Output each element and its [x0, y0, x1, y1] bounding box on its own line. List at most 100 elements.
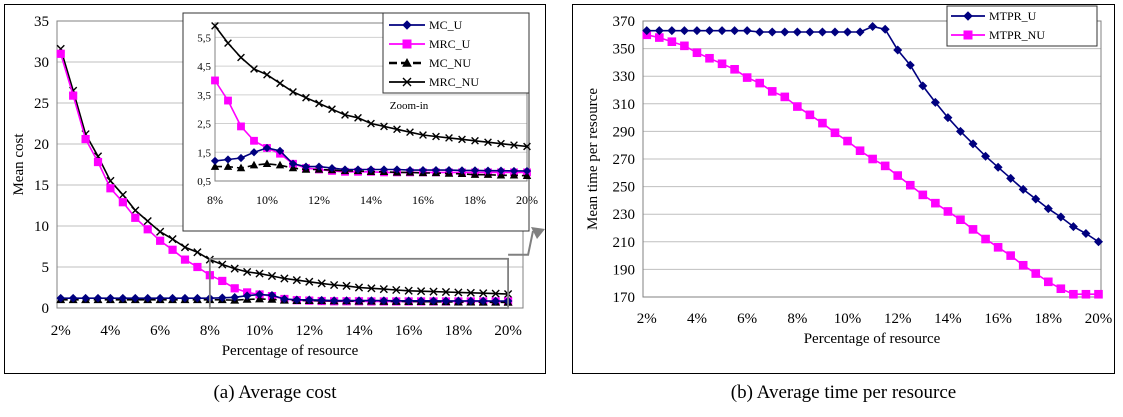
chart-b-mtpr_u-point: [817, 27, 827, 37]
chart-a-mc_u-point: [304, 295, 314, 305]
chart-a-mc_u-point: [379, 296, 389, 305]
caption-a: (a) Average cost: [213, 382, 337, 403]
inset-mc_u-point: [236, 153, 246, 163]
x-tick-label: 10%: [246, 323, 274, 339]
chart-b-mtpr_nu-point: [1069, 289, 1078, 299]
y-tick-label: 10: [34, 219, 49, 235]
inset-mc_nu-point: [522, 171, 532, 180]
chart-a-mrc_nu-point: [392, 285, 401, 295]
chart-b-mtpr_nu-point: [742, 73, 752, 82]
chart-b-mtpr_nu-point: [805, 110, 815, 120]
chart-a-mc_u-point: [280, 294, 289, 304]
inset-y-tick-label: 5,5: [197, 32, 211, 44]
chart-a-mrc_nu-point: [466, 288, 475, 297]
chart-a-mrc_u-point: [69, 91, 78, 100]
inset-x-tick-label: 12%: [308, 193, 330, 207]
chart-b-mtpr_nu-point: [830, 128, 840, 138]
chart-b-mtpr_u-point: [855, 27, 865, 37]
chart-b-mtpr_u-point: [767, 27, 777, 37]
chart-a-mrc_nu-point: [479, 289, 488, 298]
chart-b-mtpr_nu-point: [981, 234, 990, 244]
chart-b-mtpr_nu-point: [818, 118, 827, 128]
chart-b-mtpr_nu-point: [1043, 277, 1053, 287]
y-tick-label: 190: [613, 262, 636, 278]
x-axis-label: Percentage of resource: [804, 331, 941, 347]
chart-a-mc_u-point: [242, 291, 252, 301]
chart-b-mtpr_nu-point: [767, 87, 777, 96]
inset-mc_nu-point: [210, 162, 220, 170]
chart-b-mtpr_u-point: [830, 27, 840, 37]
chart-b-mtpr_nu-point: [1031, 269, 1041, 278]
x-tick-label: 20%: [494, 323, 522, 339]
chart-a-mc_u-point: [466, 296, 476, 306]
chart-b-mtpr_u-point: [943, 113, 953, 123]
chart-a-mrc_u-point: [106, 184, 115, 193]
inset-mrc_nu-point: [432, 132, 440, 141]
inset-mrc_nu-point: [458, 135, 466, 144]
chart-a-mrc_nu-point: [255, 269, 264, 278]
plot-area: [642, 20, 1102, 298]
chart-b-mtpr_u-point: [1006, 173, 1016, 183]
chart-a-mc_u-point: [267, 290, 277, 300]
chart-a-mrc_nu-point: [441, 287, 451, 297]
chart-b-mtpr_nu-point: [692, 48, 702, 58]
chart-a-mc_u-point: [391, 296, 401, 306]
inset-mc_nu-point: [496, 170, 506, 179]
inset-mrc_nu-point: [289, 88, 297, 96]
inset-y-tick-label: 4,5: [197, 61, 211, 73]
chart-b-mtpr_u-point: [792, 27, 802, 37]
chart-a-mrc_nu-point: [168, 235, 177, 244]
chart-a-mrc_nu-point: [342, 281, 351, 290]
chart-b-mtpr_nu-point: [905, 180, 915, 190]
chart-a-mrc_nu-point: [243, 267, 252, 277]
chart-b-mtpr_u-point: [1043, 204, 1053, 214]
inset-x-tick-label: 8%: [207, 193, 223, 207]
chart-b-mtpr_nu-series-line: [646, 34, 1099, 295]
chart-a-mrc_u-point: [131, 213, 140, 222]
chart-a-mrc_nu-point: [491, 289, 500, 298]
chart-a-mc_u-point: [56, 293, 66, 303]
chart-a-mrc_nu-point: [280, 274, 289, 283]
inset-mrc_nu-point: [510, 141, 518, 149]
chart-b-mtpr_u-point: [667, 26, 677, 36]
legend-b: MTPR_U MTPR_NU: [946, 5, 1098, 47]
chart-a-mc_u-point: [81, 293, 90, 303]
chart-a-mrc_u-point: [156, 236, 165, 245]
chart-b-mtpr_u-point: [717, 26, 727, 36]
inset-mrc_nu-point: [354, 113, 362, 122]
legend-b-label: MTPR_NU: [989, 28, 1045, 42]
chart-b-mtpr_nu-point: [931, 198, 940, 208]
chart-a-mc_u-point: [317, 295, 326, 305]
inset-mc_nu-point: [262, 159, 272, 167]
x-axis-label: Percentage of resource: [222, 343, 359, 359]
x-tick-label: 14%: [345, 323, 373, 339]
chart-b-mtpr_nu-point: [1018, 260, 1028, 270]
chart-a-mc_u-point: [292, 295, 302, 305]
inset-mrc_nu-point: [380, 122, 388, 131]
y-tick-label: 5: [42, 260, 50, 276]
inset-mc_u-point: [418, 165, 428, 175]
chart-b-mtpr_nu-point: [1006, 251, 1015, 260]
chart-a-mc_u-point: [416, 296, 426, 306]
y-tick-label: 370: [613, 14, 636, 30]
inset-mrc_nu-point: [328, 105, 336, 114]
zoom-arrow-head: [531, 227, 545, 239]
chart-a-mrc_nu-point: [193, 248, 202, 257]
chart-a-mc_u-point: [143, 293, 153, 303]
chart-b-mtpr_nu-point: [855, 146, 865, 156]
inset-x-tick-label: 14%: [360, 193, 382, 207]
y-tick-label: 290: [613, 124, 636, 140]
inset-mc_u-point: [444, 165, 454, 175]
inset-mrc_nu-point: [341, 111, 349, 119]
chart-b-mtpr_nu-point: [730, 65, 739, 74]
inset-label: Zoom-in: [390, 100, 429, 112]
chart-b-mtpr_nu-point: [880, 161, 890, 171]
chart-a-mc_u-point: [255, 290, 264, 299]
inset-mc_nu-point: [249, 160, 259, 169]
y-tick-label: 15: [34, 178, 49, 194]
y-tick-label: 210: [613, 235, 636, 251]
inset-mrc_nu-point: [393, 125, 401, 134]
inset-mc_u-point: [392, 165, 402, 174]
x-tick-label: 8%: [200, 323, 220, 339]
chart-a-mc_u-point: [342, 296, 351, 305]
